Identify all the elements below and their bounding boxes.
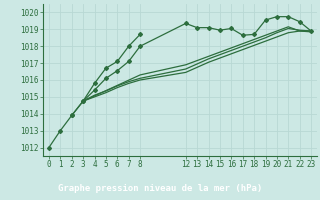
Text: Graphe pression niveau de la mer (hPa): Graphe pression niveau de la mer (hPa)	[58, 184, 262, 193]
